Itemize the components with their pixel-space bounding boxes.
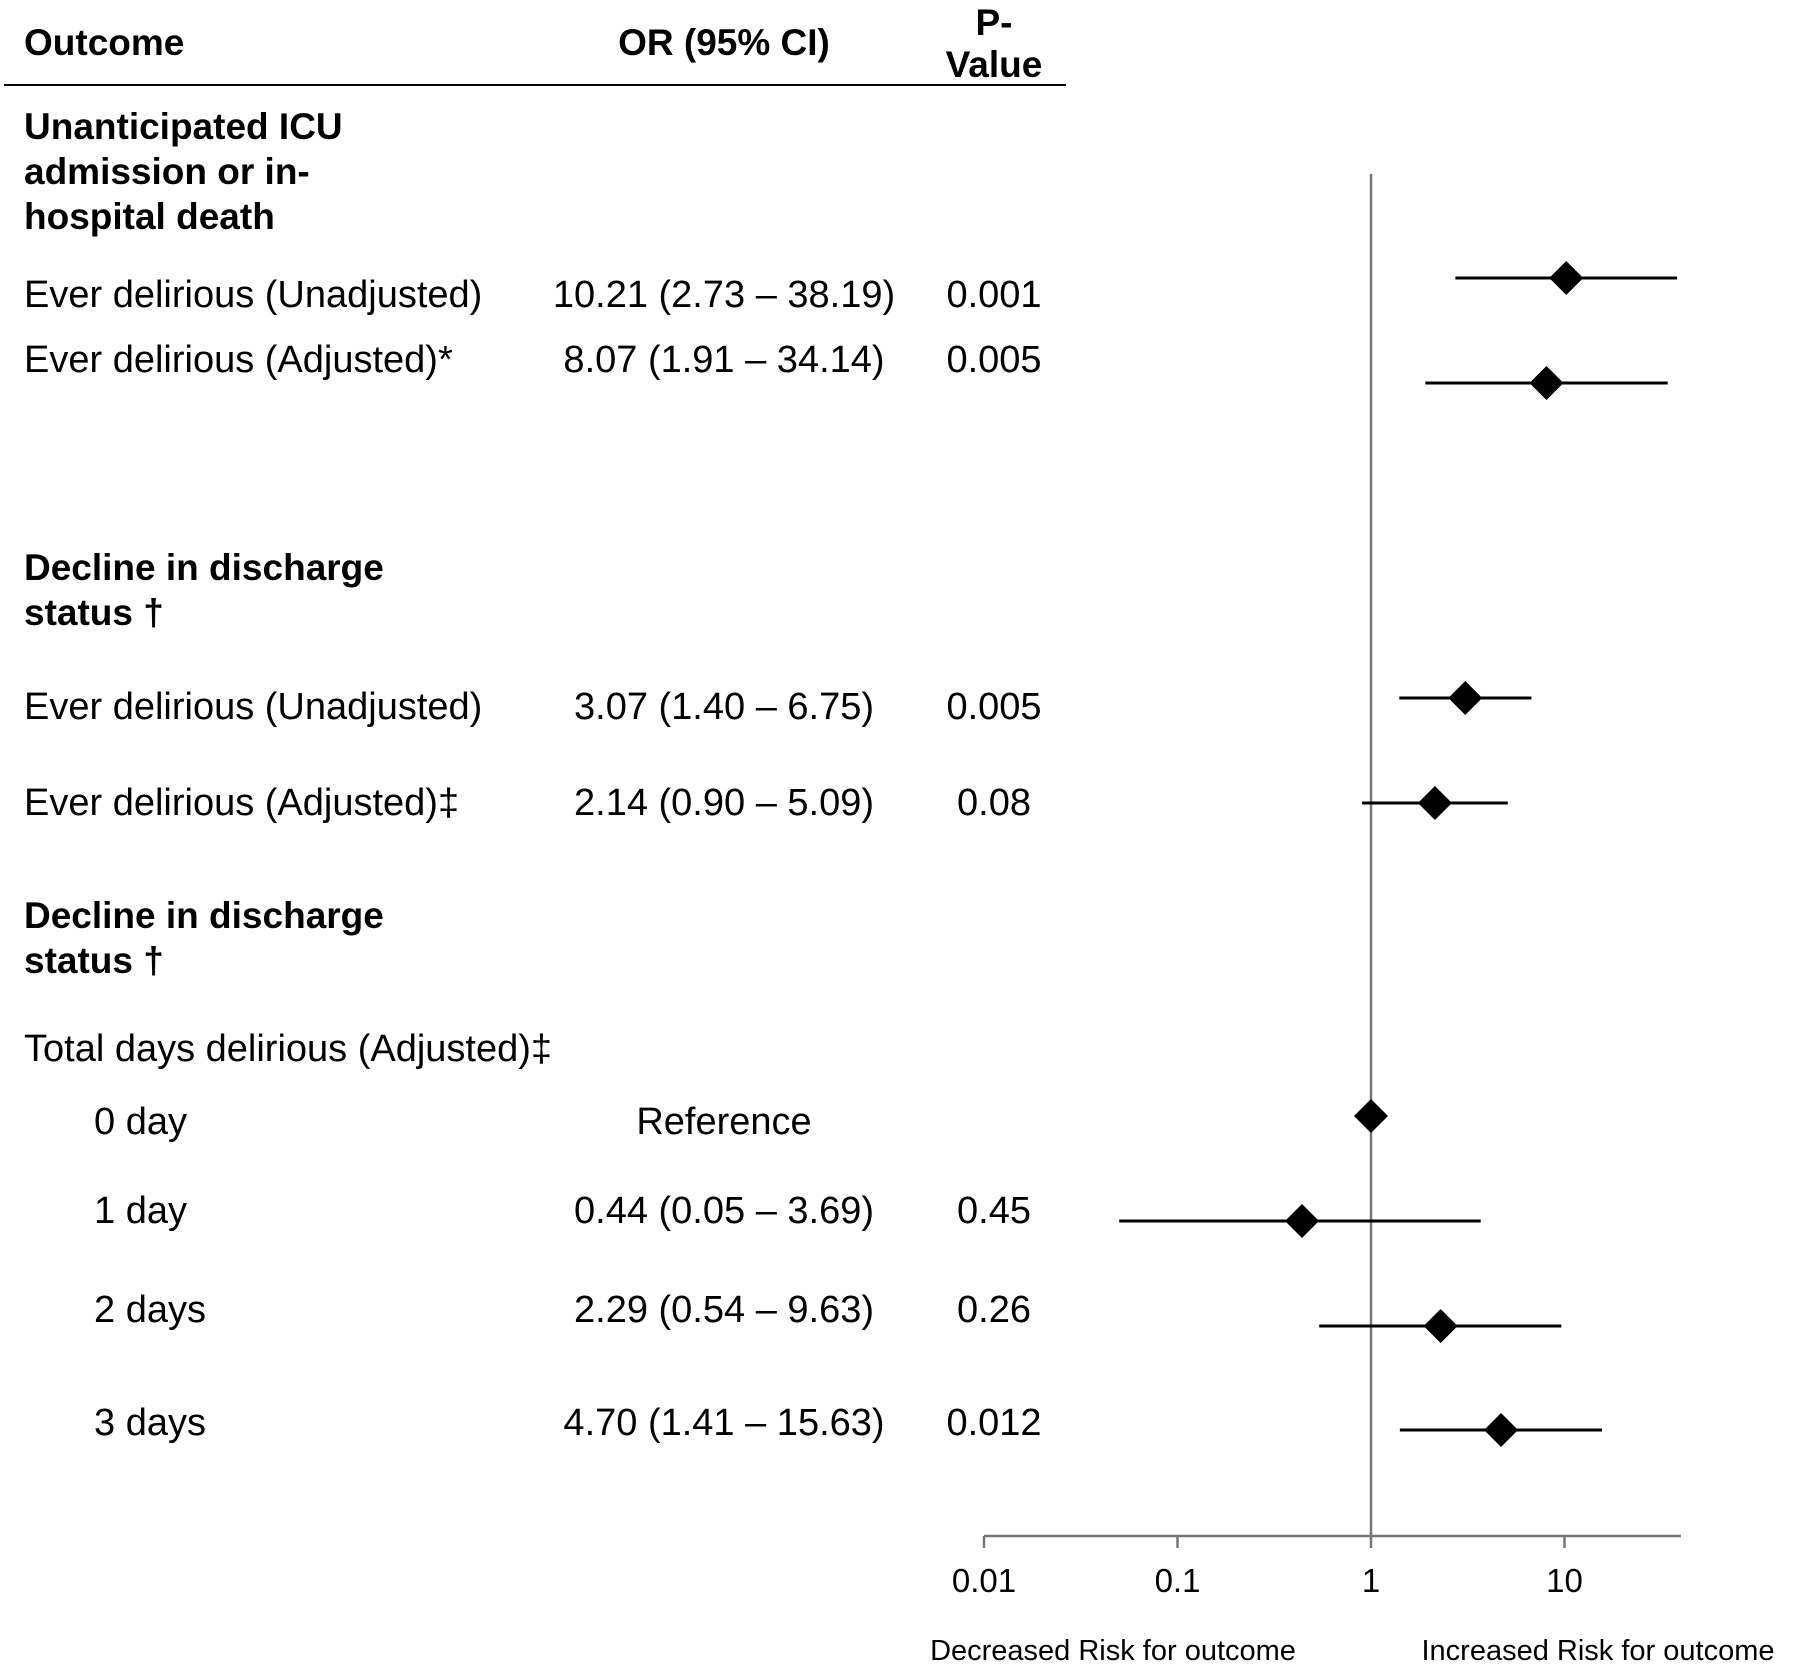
row-p-value: 0.26 xyxy=(957,1289,1031,1331)
row-label: Ever delirious (Unadjusted) xyxy=(24,686,483,728)
decreased-risk-caption: Decreased Risk for outcome xyxy=(930,1635,1296,1665)
row-or-ci: Reference xyxy=(636,1101,812,1143)
row-or-ci: 8.07 (1.91 – 34.14) xyxy=(563,339,885,381)
row-label: 3 days xyxy=(94,1402,206,1444)
odds-ratio-marker xyxy=(1417,786,1452,820)
subheading-total-days: Total days delirious (Adjusted)‡ xyxy=(24,1028,553,1070)
header-or-ci: OR (95% CI) xyxy=(618,22,830,63)
row-p-value: 0.001 xyxy=(946,274,1042,316)
row-label: 2 days xyxy=(94,1289,206,1331)
row-or-ci: 3.07 (1.40 – 6.75) xyxy=(574,686,874,728)
odds-ratio-marker xyxy=(1529,366,1564,400)
header-rule xyxy=(4,84,1066,86)
x-tick-label: 0.1 xyxy=(1155,1562,1201,1599)
header-outcome: Outcome xyxy=(24,22,185,63)
group-title-icu: Unanticipated ICU admission or in-hospit… xyxy=(24,106,343,238)
odds-ratio-marker xyxy=(1354,1099,1388,1133)
x-tick-label: 0.01 xyxy=(952,1562,1016,1599)
odds-ratio-marker xyxy=(1423,1309,1458,1343)
row-or-ci: 2.29 (0.54 – 9.63) xyxy=(574,1289,874,1331)
odds-ratio-marker xyxy=(1285,1204,1320,1238)
row-label: 1 day xyxy=(94,1190,187,1232)
increased-risk-caption: Increased Risk for outcome xyxy=(1422,1635,1775,1665)
group-title-discharge-1: Decline in discharge status † xyxy=(24,547,384,634)
group-title-discharge-2: Decline in discharge status † xyxy=(24,895,384,982)
odds-ratio-marker xyxy=(1484,1413,1519,1447)
row-label: Ever delirious (Unadjusted) xyxy=(24,274,483,316)
odds-ratio-marker xyxy=(1549,261,1584,295)
row-label: Ever delirious (Adjusted)‡ xyxy=(24,782,460,824)
row-or-ci: 2.14 (0.90 – 5.09) xyxy=(574,782,874,824)
row-or-ci: 4.70 (1.41 – 15.63) xyxy=(563,1402,885,1444)
x-tick-label: 10 xyxy=(1546,1562,1583,1599)
row-p-value: 0.012 xyxy=(946,1402,1042,1444)
header-p-line1: P- xyxy=(975,2,1013,43)
header-p-line2: Value xyxy=(945,44,1043,85)
row-p-value: 0.45 xyxy=(957,1190,1031,1232)
row-p-value: 0.005 xyxy=(946,686,1042,728)
row-label: 0 day xyxy=(94,1101,187,1143)
row-p-value: 0.005 xyxy=(946,339,1042,381)
row-label: Ever delirious (Adjusted)* xyxy=(24,339,453,381)
x-tick-label: 1 xyxy=(1362,1562,1380,1599)
row-p-value: 0.08 xyxy=(957,782,1031,824)
row-or-ci: 0.44 (0.05 – 3.69) xyxy=(574,1190,874,1232)
odds-ratio-marker xyxy=(1448,681,1483,715)
row-or-ci: 10.21 (2.73 – 38.19) xyxy=(552,274,896,316)
